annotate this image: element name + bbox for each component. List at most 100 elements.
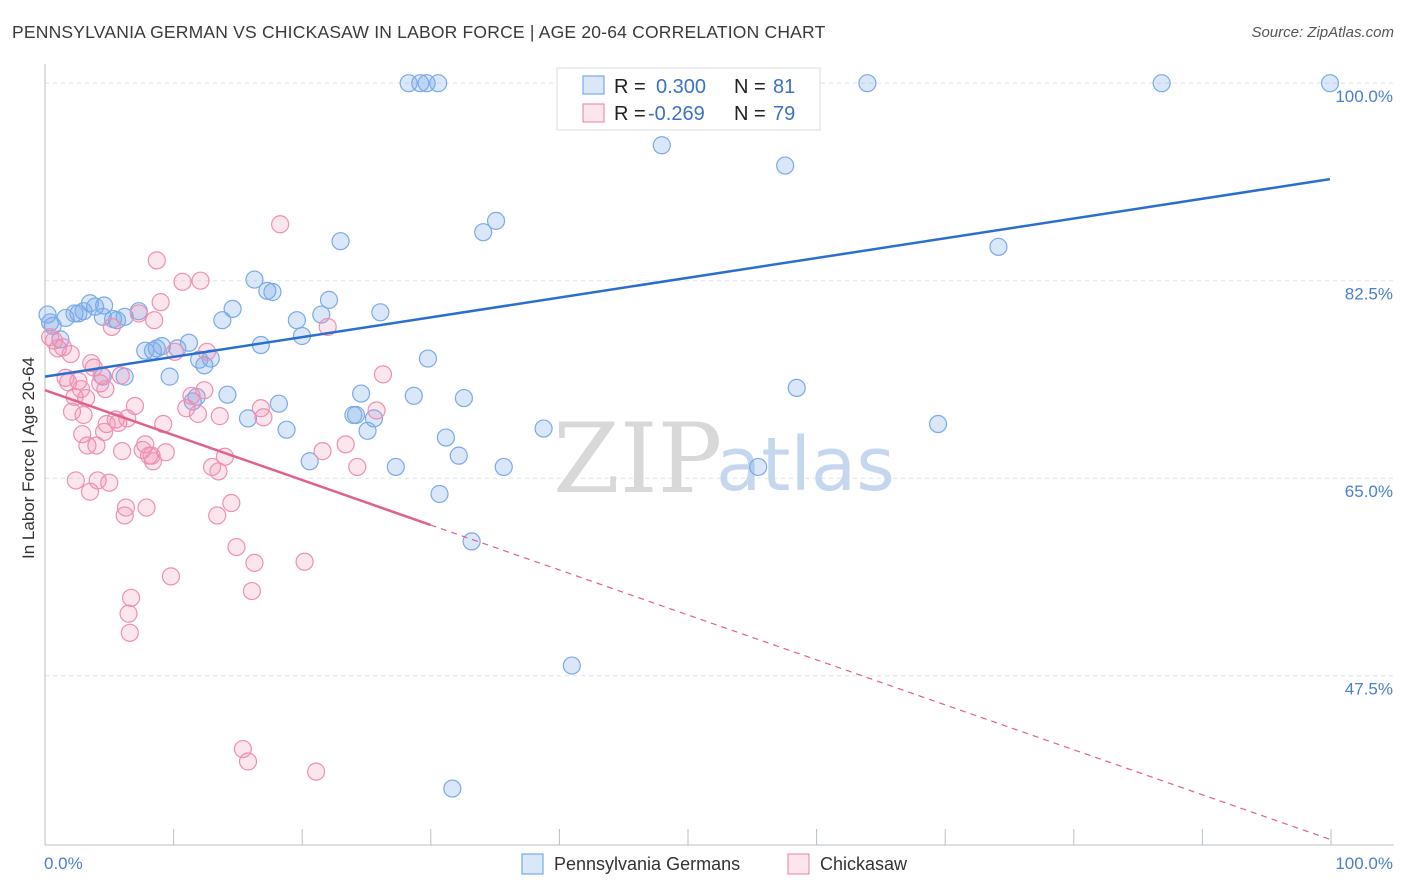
- data-point-pennsylvania-germans: [776, 156, 795, 175]
- y-tick-label: 82.5%: [1345, 285, 1393, 304]
- data-point-pennsylvania-germans: [454, 388, 474, 408]
- data-point-pennsylvania-germans: [787, 378, 806, 398]
- data-point-pennsylvania-germans: [449, 446, 468, 465]
- series-legend: Pennsylvania Germans Chickasaw: [521, 853, 908, 875]
- data-point-pennsylvania-germans: [411, 74, 430, 93]
- y-tick-label: 100.0%: [1335, 87, 1393, 106]
- data-point-pennsylvania-germans: [179, 333, 199, 352]
- series-legend-label-pennsylvania-germans: Pennsylvania Germans: [554, 854, 740, 874]
- data-point-chickasaw: [295, 552, 314, 571]
- trend-line-chickasaw: [44, 388, 431, 527]
- data-point-chickasaw: [318, 317, 337, 337]
- watermark-atlas: atlas: [716, 422, 895, 508]
- data-point-pennsylvania-germans: [652, 136, 671, 155]
- data-point-chickasaw: [61, 344, 80, 364]
- data-point-pennsylvania-germans: [386, 457, 405, 477]
- watermark-zip: ZIP: [553, 403, 722, 515]
- data-point-pennsylvania-germans: [436, 428, 456, 447]
- data-point-pennsylvania-germans: [486, 211, 506, 230]
- data-point-chickasaw: [102, 317, 121, 337]
- legend-r-label-0: R =: [614, 76, 646, 98]
- data-point-chickasaw: [173, 272, 192, 291]
- data-point-pennsylvania-germans: [404, 386, 423, 405]
- data-point-pennsylvania-germans: [1320, 74, 1340, 93]
- tick-labels: 47.5% 65.0% 82.5% 100.0% 0.0% 100.0%: [44, 87, 1393, 873]
- data-point-pennsylvania-germans: [223, 299, 242, 319]
- data-point-pennsylvania-germans: [443, 779, 462, 798]
- data-point-pennsylvania-germans: [352, 384, 371, 403]
- data-point-chickasaw: [313, 442, 332, 461]
- data-point-chickasaw: [242, 581, 261, 601]
- watermark: ZIP atlas: [553, 403, 895, 515]
- data-point-chickasaw: [96, 379, 115, 399]
- data-point-pennsylvania-germans: [195, 356, 214, 375]
- data-point-chickasaw: [147, 251, 166, 270]
- data-point-pennsylvania-germans: [462, 532, 481, 551]
- data-point-chickasaw: [143, 452, 163, 471]
- data-point-pennsylvania-germans: [474, 223, 493, 242]
- legend-n-value-1: 79: [773, 103, 795, 125]
- data-point-pennsylvania-germans: [95, 296, 114, 315]
- data-point-chickasaw: [120, 623, 139, 642]
- data-point-pennsylvania-germans: [136, 341, 155, 360]
- data-point-chickasaw: [100, 473, 119, 492]
- trend-line-extrapolated-chickasaw: [430, 524, 1331, 840]
- data-point-chickasaw: [188, 404, 208, 423]
- data-point-chickasaw: [238, 752, 258, 771]
- chart-title: PENNSYLVANIA GERMAN VS CHICKASAW IN LABO…: [12, 22, 826, 42]
- legend-n-value-0: 81: [773, 76, 795, 98]
- x-tick-label-min: 0.0%: [44, 854, 83, 873]
- data-point-pennsylvania-germans: [80, 294, 100, 313]
- legend-n-label-0: N =: [734, 76, 766, 98]
- data-point-chickasaw: [151, 293, 170, 312]
- data-point-chickasaw: [161, 567, 181, 586]
- data-point-chickasaw: [348, 457, 367, 477]
- data-point-chickasaw: [116, 498, 136, 517]
- data-point-chickasaw: [129, 304, 148, 323]
- data-point-chickasaw: [271, 215, 290, 234]
- y-axis-title: In Labor Force | Age 20-64: [19, 357, 38, 559]
- data-point-pennsylvania-germans: [160, 367, 179, 386]
- data-point-chickasaw: [137, 498, 156, 517]
- data-point-pennsylvania-germans: [494, 457, 513, 477]
- data-point-pennsylvania-germans: [989, 237, 1008, 256]
- data-point-chickasaw: [136, 435, 155, 454]
- data-point-pennsylvania-germans: [430, 484, 449, 504]
- chart-source: Source: ZipAtlas.com: [1251, 24, 1394, 41]
- x-tick-label-max: 100.0%: [1335, 854, 1393, 873]
- legend-r-value-1: -0.269: [648, 103, 705, 125]
- data-point-chickasaw: [53, 338, 73, 357]
- series-legend-label-chickasaw: Chickasaw: [820, 854, 908, 874]
- data-point-chickasaw: [73, 425, 92, 444]
- data-point-pennsylvania-germans: [534, 419, 553, 438]
- stats-legend: R = 0.300 N = 81 R = -0.269 N = 79: [556, 67, 821, 131]
- data-point-chickasaw: [222, 493, 241, 513]
- data-point-chickasaw: [254, 408, 273, 427]
- data-point-pennsylvania-germans: [277, 420, 296, 439]
- data-point-chickasaw: [156, 443, 175, 462]
- data-point-chickasaw: [66, 471, 85, 490]
- data-point-chickasaw: [88, 471, 107, 490]
- y-tick-label: 47.5%: [1345, 680, 1393, 699]
- data-point-chickasaw: [74, 405, 93, 425]
- data-point-pennsylvania-germans: [562, 656, 581, 675]
- data-point-chickasaw: [245, 553, 264, 572]
- data-point-chickasaw: [119, 604, 138, 623]
- legend-r-value-0: 0.300: [656, 76, 706, 98]
- data-point-chickasaw: [191, 271, 210, 290]
- legend-swatch-pink: [582, 103, 605, 123]
- data-point-pennsylvania-germans: [319, 290, 339, 309]
- data-point-pennsylvania-germans: [213, 311, 232, 330]
- data-point-chickasaw: [208, 506, 227, 525]
- data-point-chickasaw: [109, 413, 128, 432]
- data-point-pennsylvania-germans: [429, 74, 448, 93]
- trend-lines: [44, 177, 1331, 840]
- legend-n-label-1: N =: [734, 103, 766, 125]
- data-point-chickasaw: [121, 588, 141, 607]
- data-point-chickasaw: [195, 381, 214, 400]
- data-point-chickasaw: [373, 365, 393, 384]
- legend-swatch-blue: [582, 75, 605, 95]
- data-point-pennsylvania-germans: [300, 452, 319, 471]
- data-point-chickasaw: [336, 435, 355, 454]
